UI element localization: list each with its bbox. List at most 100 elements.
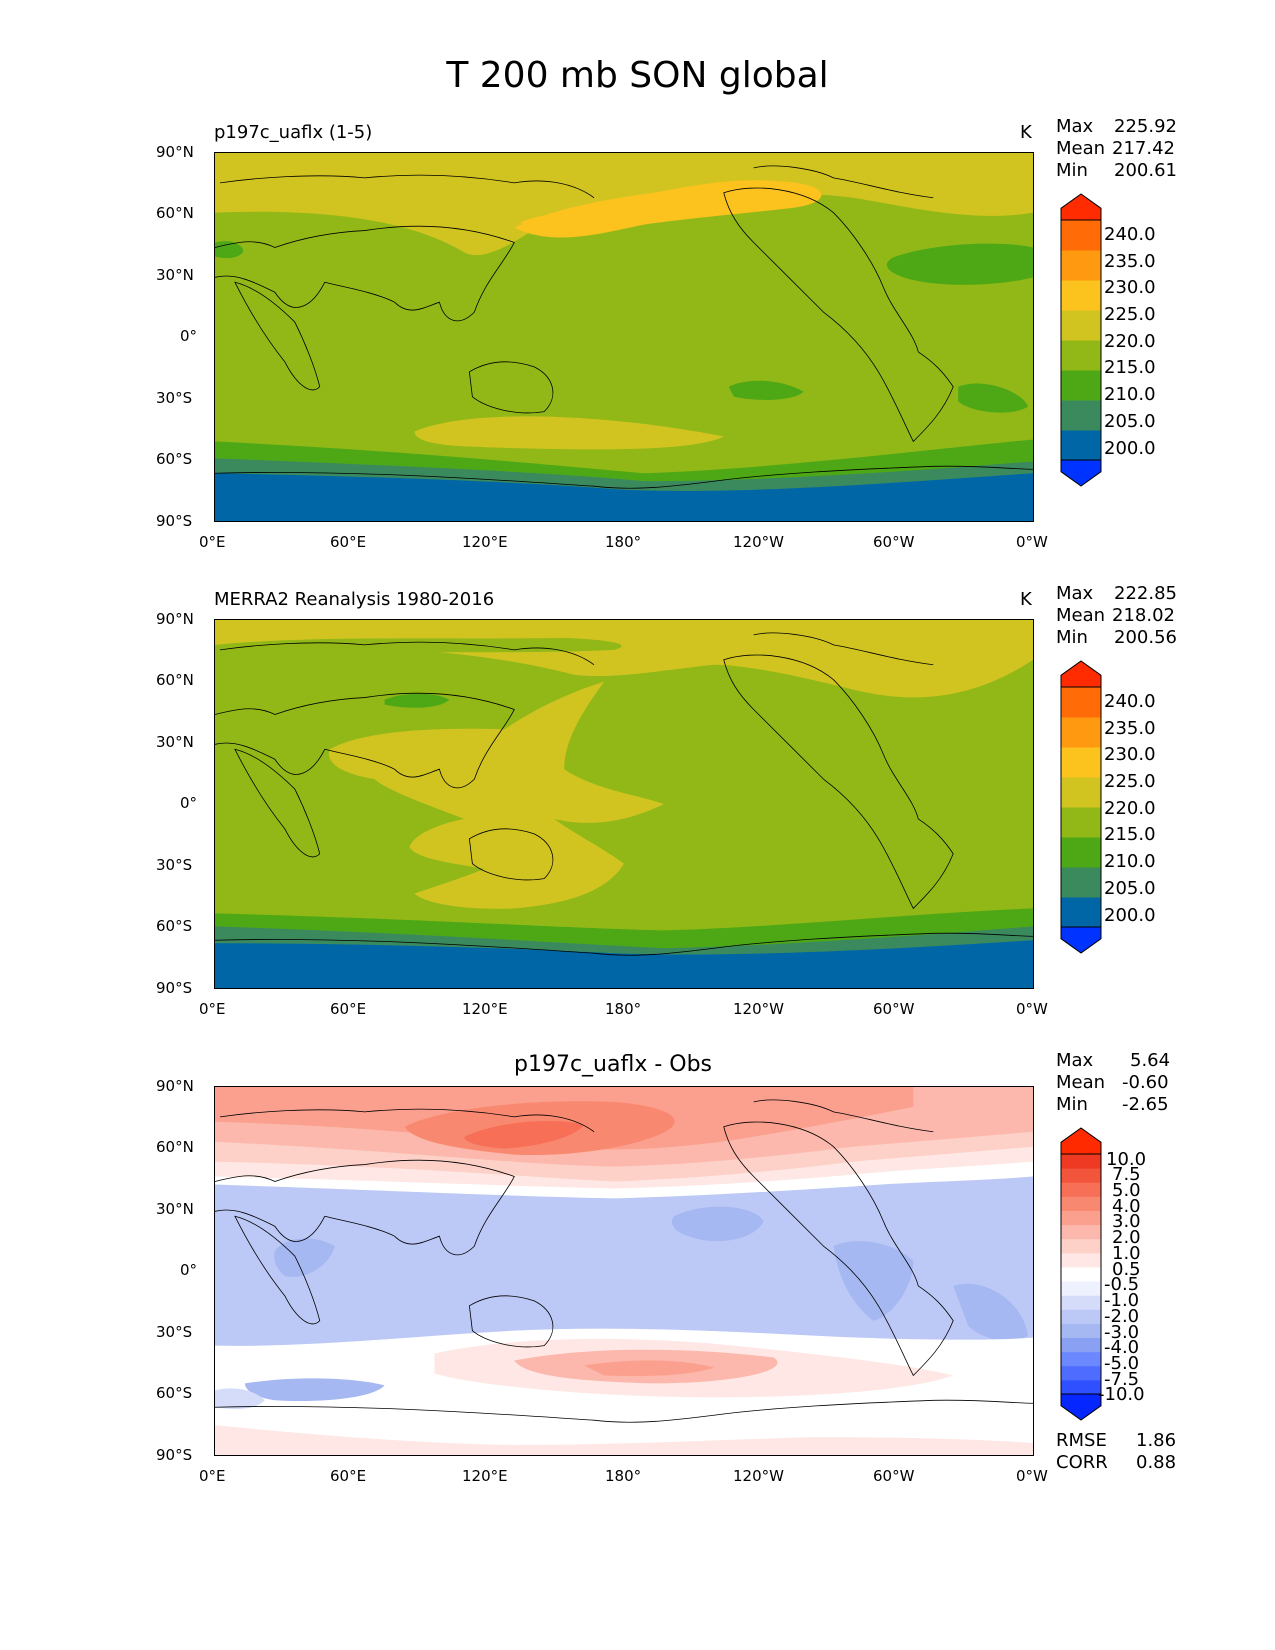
p3-ytick: 90°N <box>156 1077 194 1095</box>
p3-cb-label: -4.0 <box>1104 1337 1140 1358</box>
colorbar-frame <box>1060 686 1102 928</box>
p2-ytick: 90°N <box>156 610 194 628</box>
p3-xtick: 60°E <box>330 1467 367 1485</box>
colorbar-segment <box>1061 1295 1101 1310</box>
p3-ytick: 30°S <box>156 1323 193 1341</box>
colorbar-segment <box>1061 1252 1101 1268</box>
p2-ytick: 30°S <box>156 856 193 874</box>
p2-cb-label: 200.0 <box>1104 905 1156 926</box>
p1-ytick: 60°N <box>156 204 194 222</box>
p1-cb-label: 235.0 <box>1104 251 1156 272</box>
colorbar-segment <box>1061 1337 1101 1353</box>
p3-cb-label: -2.0 <box>1104 1306 1140 1327</box>
colorbar-segment <box>1061 1309 1101 1324</box>
p3-xtick: 180° <box>605 1467 642 1485</box>
p1-max-value: 225.92 <box>1114 116 1177 137</box>
p3-cb-label: 4.0 <box>1112 1196 1141 1217</box>
p2-xtick: 0°W <box>1016 1000 1048 1018</box>
colorbar-extend-low <box>1060 926 1102 954</box>
p2-cb-label: 240.0 <box>1104 691 1156 712</box>
colorbar-segment <box>1061 1365 1101 1381</box>
p2-cb-label: 205.0 <box>1104 878 1156 899</box>
p1-ytick: 30°S <box>156 389 193 407</box>
p1-xtick: 120°E <box>462 533 508 551</box>
p3-mean-value: -0.60 <box>1122 1072 1169 1093</box>
colorbar-segment <box>1061 837 1101 868</box>
p3-cb-label: -0.5 <box>1104 1274 1140 1295</box>
p3-ytick: 0° <box>180 1261 198 1279</box>
p3-cb-label: 3.0 <box>1112 1211 1141 1232</box>
p2-cb-label: 215.0 <box>1104 824 1156 845</box>
p2-colorbar <box>1060 660 1102 954</box>
p1-min-label: Min <box>1056 160 1088 181</box>
colorbar-segment <box>1061 1238 1101 1254</box>
p3-max-label: Max <box>1056 1050 1094 1071</box>
colorbar-extend-high <box>1060 1127 1102 1155</box>
p1-min-value: 200.61 <box>1114 160 1177 181</box>
p1-mean-label: Mean <box>1056 138 1106 159</box>
p1-mean-value: 217.42 <box>1112 138 1175 159</box>
p2-xtick: 0°E <box>199 1000 226 1018</box>
p1-ytick: 60°S <box>156 450 193 468</box>
p3-min-label: Min <box>1056 1094 1088 1115</box>
colorbar-segment <box>1061 400 1101 431</box>
colorbar-extend-low <box>1060 459 1102 487</box>
colorbar-segment <box>1061 1281 1101 1296</box>
p3-cb-label: -10.0 <box>1098 1384 1145 1405</box>
p1-cb-label: 240.0 <box>1104 224 1156 245</box>
colorbar-segment <box>1061 807 1101 838</box>
p1-ytick: 0° <box>180 327 198 345</box>
p3-rmse-value: 1.86 <box>1136 1430 1177 1451</box>
p1-xtick: 60°E <box>330 533 367 551</box>
colorbar-segment <box>1061 1210 1101 1226</box>
p3-cb-label: -5.0 <box>1104 1353 1140 1374</box>
p3-corr-value: 0.88 <box>1136 1452 1177 1473</box>
p2-xtick: 120°E <box>462 1000 508 1018</box>
p1-xtick: 0°W <box>1016 533 1048 551</box>
p3-xtick: 120°W <box>733 1467 784 1485</box>
p1-cb-label: 210.0 <box>1104 384 1156 405</box>
panel1-map <box>214 152 1034 522</box>
p2-cb-label: 235.0 <box>1104 718 1156 739</box>
colorbar-segment <box>1061 430 1101 461</box>
p1-cb-label: 220.0 <box>1104 331 1156 352</box>
colorbar-segment <box>1061 1379 1101 1395</box>
p3-cb-label: -7.5 <box>1104 1369 1140 1390</box>
p2-ytick: 60°N <box>156 671 194 689</box>
colorbar-frame <box>1060 1153 1102 1395</box>
p2-max-label: Max <box>1056 583 1094 604</box>
colorbar-segment <box>1061 1154 1101 1169</box>
colorbar-segment <box>1061 1168 1101 1183</box>
p2-ytick: 0° <box>180 794 198 812</box>
colorbar-segment <box>1061 1351 1101 1367</box>
p1-ytick: 90°S <box>156 512 193 530</box>
p3-xtick: 0°W <box>1016 1467 1048 1485</box>
colorbar-extend-low <box>1060 1393 1102 1421</box>
p3-cb-label: 5.0 <box>1112 1180 1141 1201</box>
panel2-subtitle: MERRA2 Reanalysis 1980-2016 <box>214 589 495 610</box>
p2-xtick: 180° <box>605 1000 642 1018</box>
p2-min-label: Min <box>1056 627 1088 648</box>
colorbar-segment <box>1061 220 1101 251</box>
p3-xtick: 120°E <box>462 1467 508 1485</box>
colorbar-segment <box>1061 897 1101 928</box>
p1-xtick: 120°W <box>733 533 784 551</box>
p2-cb-label: 230.0 <box>1104 744 1156 765</box>
figure-title: T 200 mb SON global <box>446 55 829 96</box>
p3-ytick: 60°S <box>156 1384 193 1402</box>
colorbar-segment <box>1061 340 1101 371</box>
p3-cb-label: 1.0 <box>1112 1243 1141 1264</box>
colorbar-segment <box>1061 777 1101 808</box>
p2-ytick: 90°S <box>156 979 193 997</box>
p3-xtick: 0°E <box>199 1467 226 1485</box>
p1-xtick: 60°W <box>873 533 915 551</box>
colorbar-extend-high <box>1060 193 1102 221</box>
p1-cb-label: 205.0 <box>1104 411 1156 432</box>
colorbar-segment <box>1061 867 1101 898</box>
colorbar-segment <box>1061 1182 1101 1197</box>
p2-xtick: 60°E <box>330 1000 367 1018</box>
colorbar-segment <box>1061 250 1101 281</box>
panel1-subtitle: p197c_uaflx (1-5) <box>214 122 373 143</box>
p3-cb-label: -3.0 <box>1104 1322 1140 1343</box>
p1-cb-label: 230.0 <box>1104 277 1156 298</box>
